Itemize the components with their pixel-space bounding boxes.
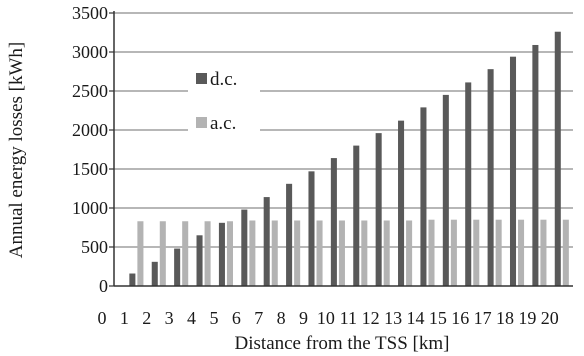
x-tick-label: 18: [496, 308, 514, 328]
bar-ac-2: [159, 221, 166, 286]
x-tick-label: 4: [187, 308, 196, 328]
bar-ac-19: [540, 219, 547, 286]
bar-dc-11: [353, 145, 360, 286]
bar-ac-11: [361, 220, 368, 286]
bar-dc-6: [241, 209, 248, 286]
bar-dc-12: [375, 133, 382, 286]
x-tick-label: 5: [209, 308, 218, 328]
bar-ac-6: [249, 220, 256, 286]
bar-dc-19: [532, 44, 539, 287]
bar-ac-17: [495, 219, 502, 286]
x-tick-label: 13: [384, 308, 402, 328]
x-tick-label: 9: [299, 308, 308, 328]
x-tick-label: 8: [277, 308, 286, 328]
x-axis-title: Distance from the TSS [km]: [235, 333, 450, 354]
bar-ac-20: [562, 219, 569, 286]
bar-dc-18: [509, 56, 517, 287]
bar-dc-2: [151, 261, 158, 286]
bar-ac-15: [450, 219, 457, 286]
bar-dc-5: [218, 222, 225, 286]
y-axis-title: Annual energy losses [kWh]: [6, 42, 27, 259]
y-tick-labels: 0 500 1000 1500 2000 2500 3000 3500: [72, 3, 108, 296]
y-tick-label: 1500: [72, 159, 108, 179]
bar-ac-18: [518, 219, 525, 286]
x-tick-labels: 0 1 2 3 4 5 6 7 8 9 10 11 12 13 14 15 16 17 18 19 20: [98, 308, 559, 328]
x-tick-label: 6: [232, 308, 241, 328]
bar-ac-16: [473, 219, 480, 286]
x-tick-label: 15: [429, 308, 447, 328]
y-tick-label: 1000: [72, 198, 108, 218]
bar-dc-7: [263, 197, 270, 286]
legend-swatch-dc: [196, 73, 207, 84]
legend-label-ac: a.c.: [210, 113, 236, 134]
bars: [129, 31, 569, 287]
bar-dc-20: [554, 31, 561, 286]
bar-dc-10: [330, 158, 337, 286]
x-tick-label: 14: [406, 308, 424, 328]
x-tick-label: 12: [362, 308, 380, 328]
x-tick-label: 19: [518, 308, 536, 328]
y-tick-label: 2500: [72, 81, 108, 101]
legend-label-dc: d.c.: [210, 69, 237, 90]
bar-dc-13: [398, 120, 405, 286]
bar-ac-13: [406, 220, 413, 286]
bar-dc-8: [286, 183, 293, 286]
bar-dc-3: [174, 248, 181, 286]
legend: d.c. a.c.: [188, 64, 260, 142]
y-tick-label: 0: [99, 276, 108, 296]
x-tick-label: 10: [317, 308, 335, 328]
bar-ac-4: [204, 221, 211, 286]
bar-dc-15: [442, 94, 449, 287]
bar-dc-14: [420, 107, 427, 286]
bar-ac-10: [338, 220, 345, 286]
x-tick-label: 17: [474, 308, 492, 328]
y-tick-label: 3500: [72, 3, 108, 23]
x-tick-label: 0: [98, 308, 107, 328]
gridlines: [114, 12, 573, 248]
bar-dc-9: [308, 171, 315, 286]
y-tick-label: 500: [81, 237, 108, 257]
bar-ac-1: [137, 221, 144, 286]
bar-ac-7: [271, 220, 278, 286]
bar-ac-8: [294, 220, 301, 286]
x-tick-label: 3: [165, 308, 174, 328]
bar-ac-3: [182, 221, 189, 286]
x-tick-label: 1: [120, 308, 129, 328]
x-tick-label: 11: [340, 308, 357, 328]
bar-ac-12: [383, 220, 390, 286]
bar-dc-16: [465, 82, 472, 286]
legend-swatch-ac: [196, 117, 207, 128]
x-tick-label: 16: [451, 308, 469, 328]
x-tick-label: 7: [254, 308, 263, 328]
y-tick-label: 2000: [72, 120, 108, 140]
y-tick-label: 3000: [72, 42, 108, 62]
bar-dc-17: [487, 69, 494, 286]
bar-ac-9: [316, 220, 323, 286]
bar-dc-1: [129, 273, 136, 286]
bar-ac-5: [226, 221, 233, 286]
bar-dc-4: [196, 235, 203, 286]
axes: [109, 11, 573, 287]
x-tick-label: 2: [142, 308, 151, 328]
bar-ac-14: [428, 219, 435, 286]
x-tick-label: 20: [541, 308, 559, 328]
